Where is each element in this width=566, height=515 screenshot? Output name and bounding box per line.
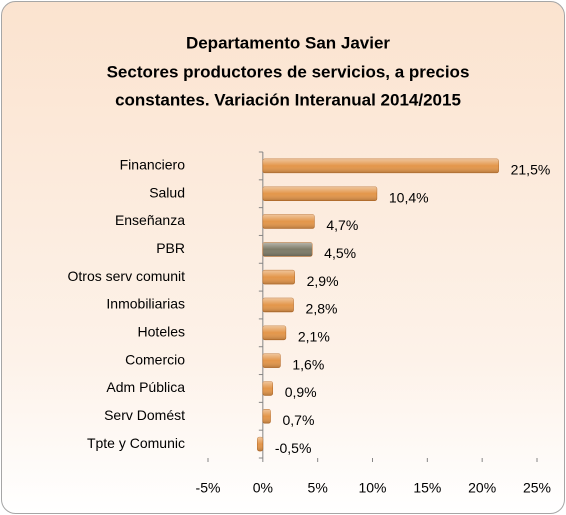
value-label: 2,1% <box>298 329 330 345</box>
y-tick-label: Financiero <box>120 157 186 173</box>
value-label: 0,9% <box>285 384 317 400</box>
chart-title: Departamento San Javier <box>186 33 390 52</box>
y-tick-label: Otros serv comunit <box>68 268 186 284</box>
x-tick-label: -5% <box>196 480 221 496</box>
x-tick-label: 10% <box>358 480 386 496</box>
bar-shade <box>262 158 499 173</box>
y-tick-label: Salud <box>149 184 185 200</box>
bar-shade <box>262 298 294 312</box>
value-label: 2,8% <box>306 301 338 317</box>
x-tick-label: 15% <box>413 480 441 496</box>
value-label: 1,6% <box>292 356 324 372</box>
value-label: 0,7% <box>283 412 315 428</box>
y-tick-label: Inmobiliarias <box>106 296 185 312</box>
value-label: 4,7% <box>326 217 358 233</box>
value-label: 10,4% <box>389 189 429 205</box>
bar-shade <box>262 409 271 424</box>
y-tick-label: PBR <box>156 240 185 256</box>
y-tick-label: Adm Pública <box>106 379 185 395</box>
bar-shade <box>262 270 295 285</box>
x-tick-label: 20% <box>468 480 496 496</box>
bar-shade <box>262 325 286 340</box>
bar-shade <box>262 242 313 257</box>
bar-shade <box>257 437 263 452</box>
y-tick-label: Tpte y Comunic <box>87 435 185 451</box>
x-tick-label: 0% <box>253 480 273 496</box>
bar-shade <box>262 381 273 396</box>
chart-title: Sectores productores de servicios, a pre… <box>107 62 470 81</box>
y-tick-label: Hoteles <box>138 324 185 340</box>
value-label: 2,9% <box>307 273 339 289</box>
bar-shade <box>262 214 315 229</box>
y-tick-label: Serv Domést <box>104 407 185 423</box>
bar-shade <box>262 353 281 368</box>
y-tick-label: Enseñanza <box>115 212 185 228</box>
chart-title: constantes. Variación Interanual 2014/20… <box>115 90 461 109</box>
x-tick-label: 25% <box>523 480 551 496</box>
value-label: 4,5% <box>324 245 356 261</box>
value-label: 21,5% <box>511 162 551 178</box>
value-label: -0,5% <box>275 440 312 456</box>
y-tick-label: Comercio <box>125 351 185 367</box>
x-tick-label: 5% <box>308 480 328 496</box>
bar-shade <box>262 186 377 201</box>
